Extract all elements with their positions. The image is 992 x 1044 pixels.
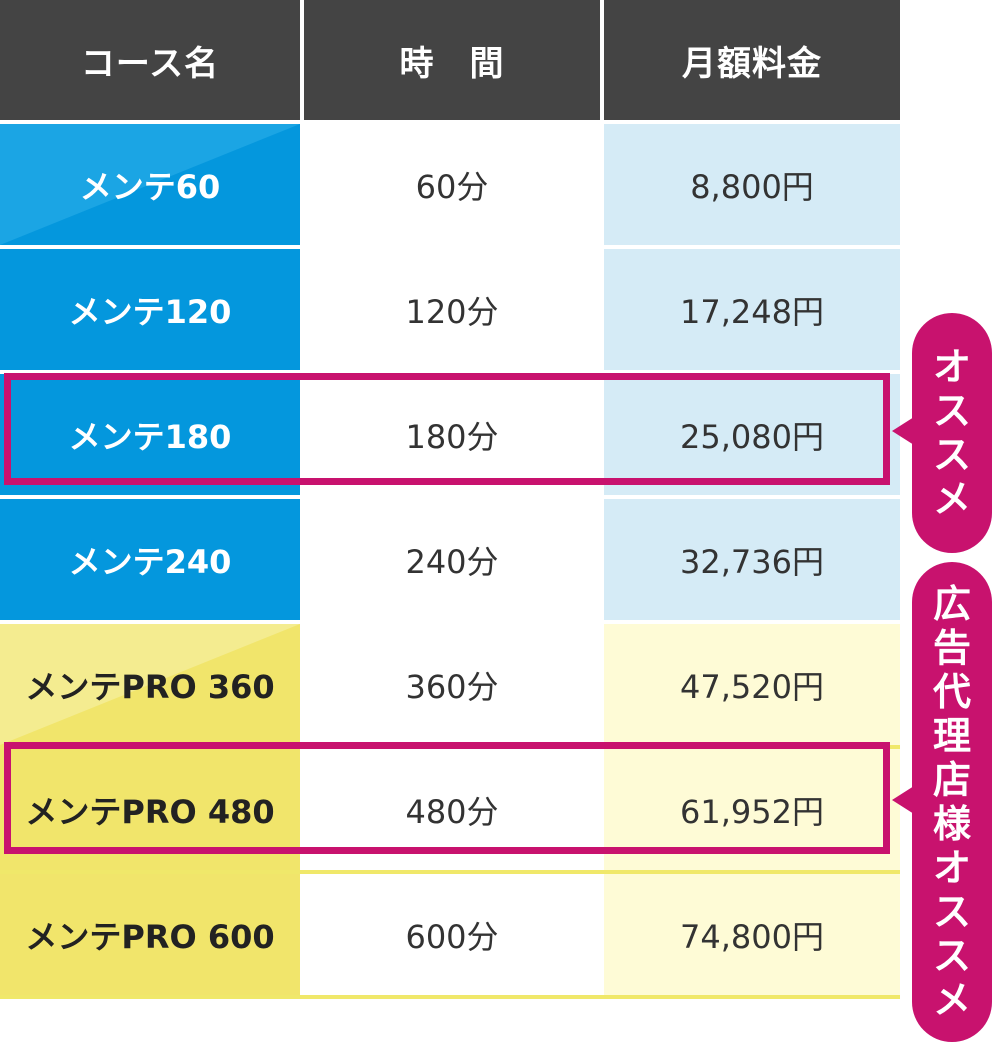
- course-name-cell: メンテ120: [0, 249, 300, 370]
- time-cell: 60分: [300, 124, 600, 245]
- agency-recommend-badge: 広告代理店様オススメ: [892, 562, 992, 1042]
- table-header-row: コース名 時 間 月額料金: [0, 0, 900, 124]
- time-cell: 180分: [300, 374, 600, 495]
- table-row: メンテ240 240分 32,736円: [0, 499, 900, 624]
- price-cell: 17,248円: [600, 249, 900, 370]
- agency-recommend-badge-text: 広告代理店様オススメ: [932, 582, 971, 1022]
- time-cell: 360分: [300, 624, 600, 745]
- course-name-cell: メンテ240: [0, 499, 300, 620]
- table-row: メンテPRO 360 360分 47,520円: [0, 624, 900, 749]
- course-name: メンテ60: [79, 167, 221, 206]
- header-time: 時 間: [300, 0, 600, 120]
- price-cell: 74,800円: [600, 874, 900, 995]
- badge-pointer: [892, 786, 914, 814]
- course-name-cell: メンテ180: [0, 374, 300, 495]
- course-name: メンテPRO 600: [25, 917, 275, 956]
- price-cell: 25,080円: [600, 374, 900, 495]
- table-row: メンテ60 60分 8,800円: [0, 124, 900, 249]
- table-row: メンテPRO 600 600分 74,800円: [0, 874, 900, 999]
- header-monthly-price: 月額料金: [600, 0, 900, 120]
- recommend-badge: オススメ: [892, 313, 992, 553]
- agency-recommend-highlight-frame: [4, 742, 890, 854]
- course-name-cell: メンテ60: [0, 124, 300, 245]
- price-cell: 32,736円: [600, 499, 900, 620]
- table-row: メンテ120 120分 17,248円: [0, 249, 900, 374]
- recommend-badge-text: オススメ: [932, 345, 971, 521]
- table-row: メンテ180 180分 25,080円: [0, 374, 900, 499]
- course-name: メンテ240: [68, 542, 232, 581]
- course-name: メンテ180: [68, 417, 232, 456]
- header-course-name: コース名: [0, 0, 300, 120]
- recommend-highlight-frame: [4, 373, 890, 485]
- price-cell: 47,520円: [600, 624, 900, 745]
- badge-pointer: [892, 417, 914, 445]
- time-cell: 240分: [300, 499, 600, 620]
- table-row: メンテPRO 480 480分 61,952円: [0, 749, 900, 874]
- price-cell: 8,800円: [600, 124, 900, 245]
- course-name: メンテPRO 480: [25, 792, 275, 831]
- course-name: メンテPRO 360: [25, 667, 275, 706]
- course-name: メンテ120: [68, 292, 232, 331]
- time-cell: 120分: [300, 249, 600, 370]
- course-name-cell: メンテPRO 600: [0, 874, 300, 995]
- course-name-cell: メンテPRO 360: [0, 624, 300, 745]
- time-cell: 600分: [300, 874, 600, 995]
